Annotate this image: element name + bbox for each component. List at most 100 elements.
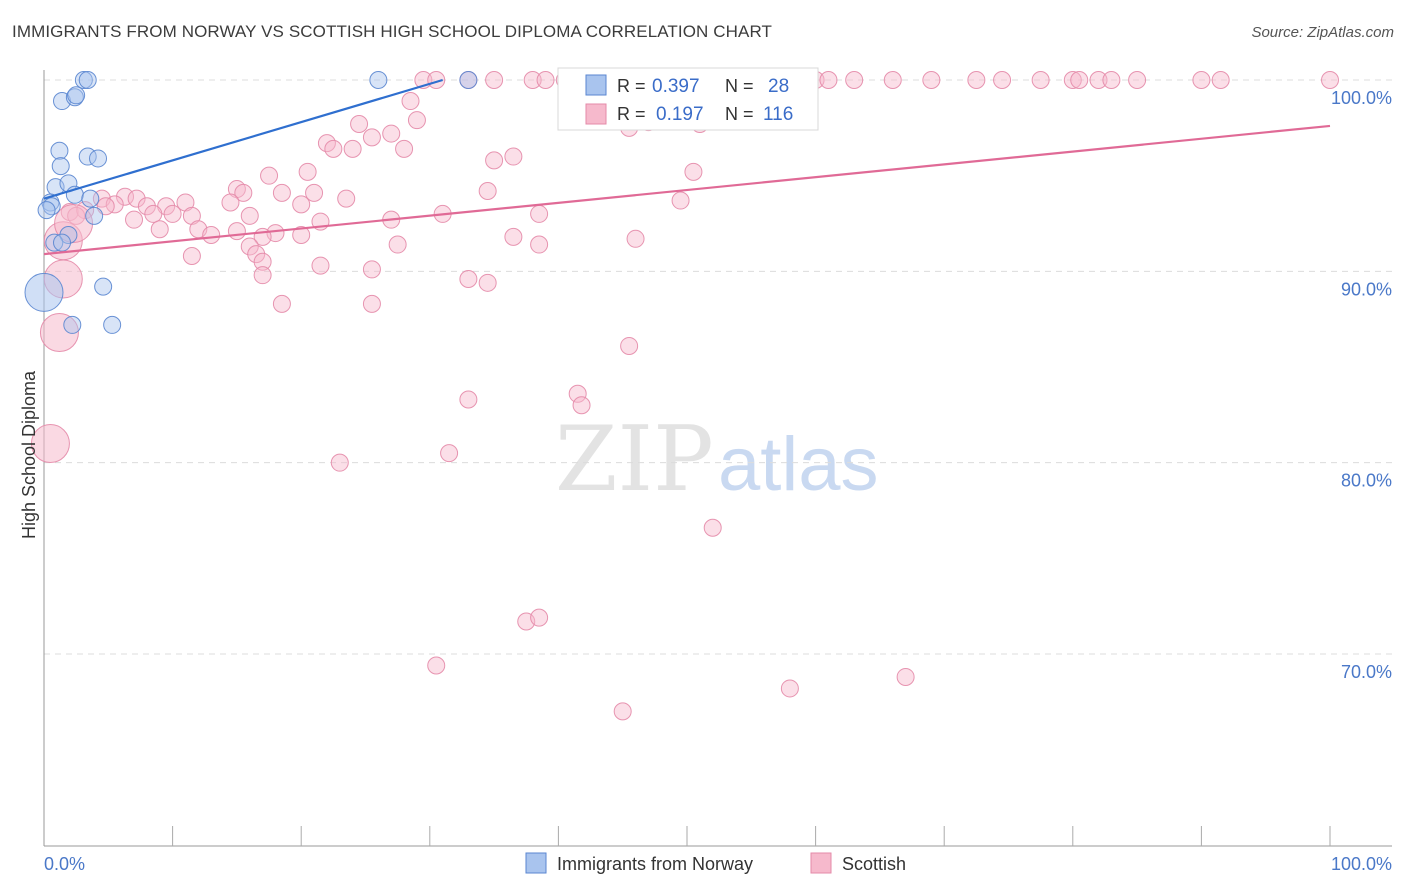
scottish-point-23 bbox=[1063, 71, 1082, 89]
scottish-point-88 bbox=[388, 235, 407, 254]
scottish-point-51 bbox=[234, 183, 253, 202]
scottish-point-24 bbox=[1070, 71, 1089, 89]
scottish-point-32 bbox=[407, 111, 426, 130]
norway-point-20 bbox=[45, 233, 64, 252]
trend-lines bbox=[43, 78, 1331, 256]
stats-r-label-norway: R = bbox=[617, 76, 646, 96]
norway-point-14 bbox=[81, 189, 100, 208]
scottish-point-48 bbox=[478, 181, 497, 200]
scottish-point-87 bbox=[240, 237, 259, 256]
norway-point-23 bbox=[94, 277, 113, 296]
norway-point-8 bbox=[51, 157, 70, 176]
scottish-point-54 bbox=[337, 189, 356, 208]
y-tick-label-1: 90.0% bbox=[1341, 279, 1392, 299]
scottish-point-76 bbox=[530, 204, 549, 223]
scottish-point-106 bbox=[572, 396, 591, 415]
y-tick-label-2: 80.0% bbox=[1341, 471, 1392, 491]
chart-title: IMMIGRANTS FROM NORWAY VS SCOTTISH HIGH … bbox=[12, 22, 772, 41]
norway-point-0 bbox=[74, 71, 93, 89]
scottish-point-56 bbox=[221, 193, 240, 212]
scottish-point-113 bbox=[530, 608, 549, 627]
scottish-point-26 bbox=[1102, 71, 1121, 89]
stats-r-value-norway: 0.397 bbox=[652, 76, 700, 97]
stats-n-label-norway: N = bbox=[725, 76, 754, 96]
scottish-point-60 bbox=[127, 189, 146, 208]
norway-point-7 bbox=[50, 141, 69, 160]
scottish-point-102 bbox=[362, 294, 381, 313]
scottish-point-92 bbox=[247, 245, 266, 264]
stats-n-value-norway: 28 bbox=[768, 76, 789, 97]
scottish-point-111 bbox=[703, 518, 722, 537]
scottish-point-52 bbox=[272, 183, 291, 202]
scottish-point-70 bbox=[163, 204, 182, 223]
norway-point-1 bbox=[78, 71, 97, 89]
scottish-point-93 bbox=[182, 247, 201, 266]
stats-legend: R = 0.397 N = 28 R = 0.197 N = 116 bbox=[557, 67, 819, 131]
norway-point-2 bbox=[369, 71, 388, 89]
scottish-point-40 bbox=[485, 151, 504, 170]
scottish-point-5 bbox=[536, 71, 555, 89]
scottish-point-20 bbox=[967, 71, 986, 89]
scottish-point-31 bbox=[401, 92, 420, 111]
legend-swatch-norway bbox=[525, 852, 547, 874]
norway-point-22 bbox=[24, 272, 64, 312]
scottish-point-89 bbox=[504, 227, 523, 246]
scottish-point-80 bbox=[227, 222, 246, 241]
scottish-point-84 bbox=[150, 220, 169, 239]
x-tick-label-min: 0.0% bbox=[44, 854, 85, 874]
scottish-point-3 bbox=[485, 71, 504, 89]
scottish-point-104 bbox=[39, 313, 79, 353]
scottish-point-33 bbox=[350, 115, 369, 134]
trend-line-norway bbox=[43, 78, 443, 200]
scottish-point-29 bbox=[1211, 71, 1230, 89]
gridlines bbox=[44, 79, 1392, 655]
trend-line-scottish bbox=[43, 124, 1331, 256]
legend-swatch-scottish bbox=[810, 852, 832, 874]
scottish-point-109 bbox=[440, 444, 459, 463]
scottish-point-35 bbox=[382, 124, 401, 143]
y-axis-label: High School Diploma bbox=[19, 370, 39, 539]
scottish-point-97 bbox=[253, 266, 272, 285]
norway-point-25 bbox=[103, 315, 122, 334]
scottish-point-64 bbox=[105, 195, 124, 214]
scottish-point-103 bbox=[620, 336, 639, 355]
y-tick-label-0: 100.0% bbox=[1331, 88, 1392, 108]
scottish-point-107 bbox=[459, 390, 478, 409]
scottish-point-59 bbox=[116, 187, 135, 206]
scottish-point-91 bbox=[626, 229, 645, 248]
norway-point-10 bbox=[89, 149, 108, 168]
scottish-point-4 bbox=[523, 71, 542, 89]
y-axis-tick-labels: 100.0% 90.0% 80.0% 70.0% bbox=[1331, 88, 1392, 682]
series-legend: Immigrants from Norway Scottish bbox=[525, 852, 906, 874]
scottish-point-16 bbox=[819, 71, 838, 89]
scottish-point-115 bbox=[780, 679, 799, 698]
scottish-point-117 bbox=[613, 702, 632, 721]
stats-r-label-scottish: R = bbox=[617, 104, 646, 124]
scottish-point-25 bbox=[1089, 71, 1108, 89]
watermark-atlas: atlas bbox=[718, 422, 879, 507]
scottish-point-55 bbox=[292, 195, 311, 214]
norway-point-3 bbox=[459, 71, 478, 89]
scottish-point-73 bbox=[125, 210, 144, 229]
x-axis-ticks bbox=[172, 826, 1331, 846]
watermark-zip: ZIP bbox=[555, 407, 714, 512]
scottish-point-37 bbox=[324, 139, 343, 158]
norway-point-17 bbox=[37, 201, 56, 220]
series-scottish-points bbox=[30, 71, 1339, 721]
source-label: Source: ZipAtlas.com bbox=[1251, 24, 1394, 41]
scottish-point-95 bbox=[311, 256, 330, 275]
scottish-point-69 bbox=[144, 204, 163, 223]
scottish-point-116 bbox=[896, 667, 915, 686]
scottish-point-101 bbox=[272, 294, 291, 313]
scottish-point-86 bbox=[54, 204, 94, 243]
scottish-point-90 bbox=[530, 235, 549, 254]
x-tick-label-max: 100.0% bbox=[1331, 854, 1392, 874]
legend-label-scottish: Scottish bbox=[842, 854, 906, 874]
scottish-point-94 bbox=[253, 252, 272, 271]
scottish-point-67 bbox=[96, 197, 115, 216]
scottish-point-17 bbox=[845, 71, 864, 89]
scottish-point-46 bbox=[260, 166, 279, 185]
legend-label-norway: Immigrants from Norway bbox=[557, 854, 753, 874]
scottish-point-49 bbox=[684, 162, 703, 181]
